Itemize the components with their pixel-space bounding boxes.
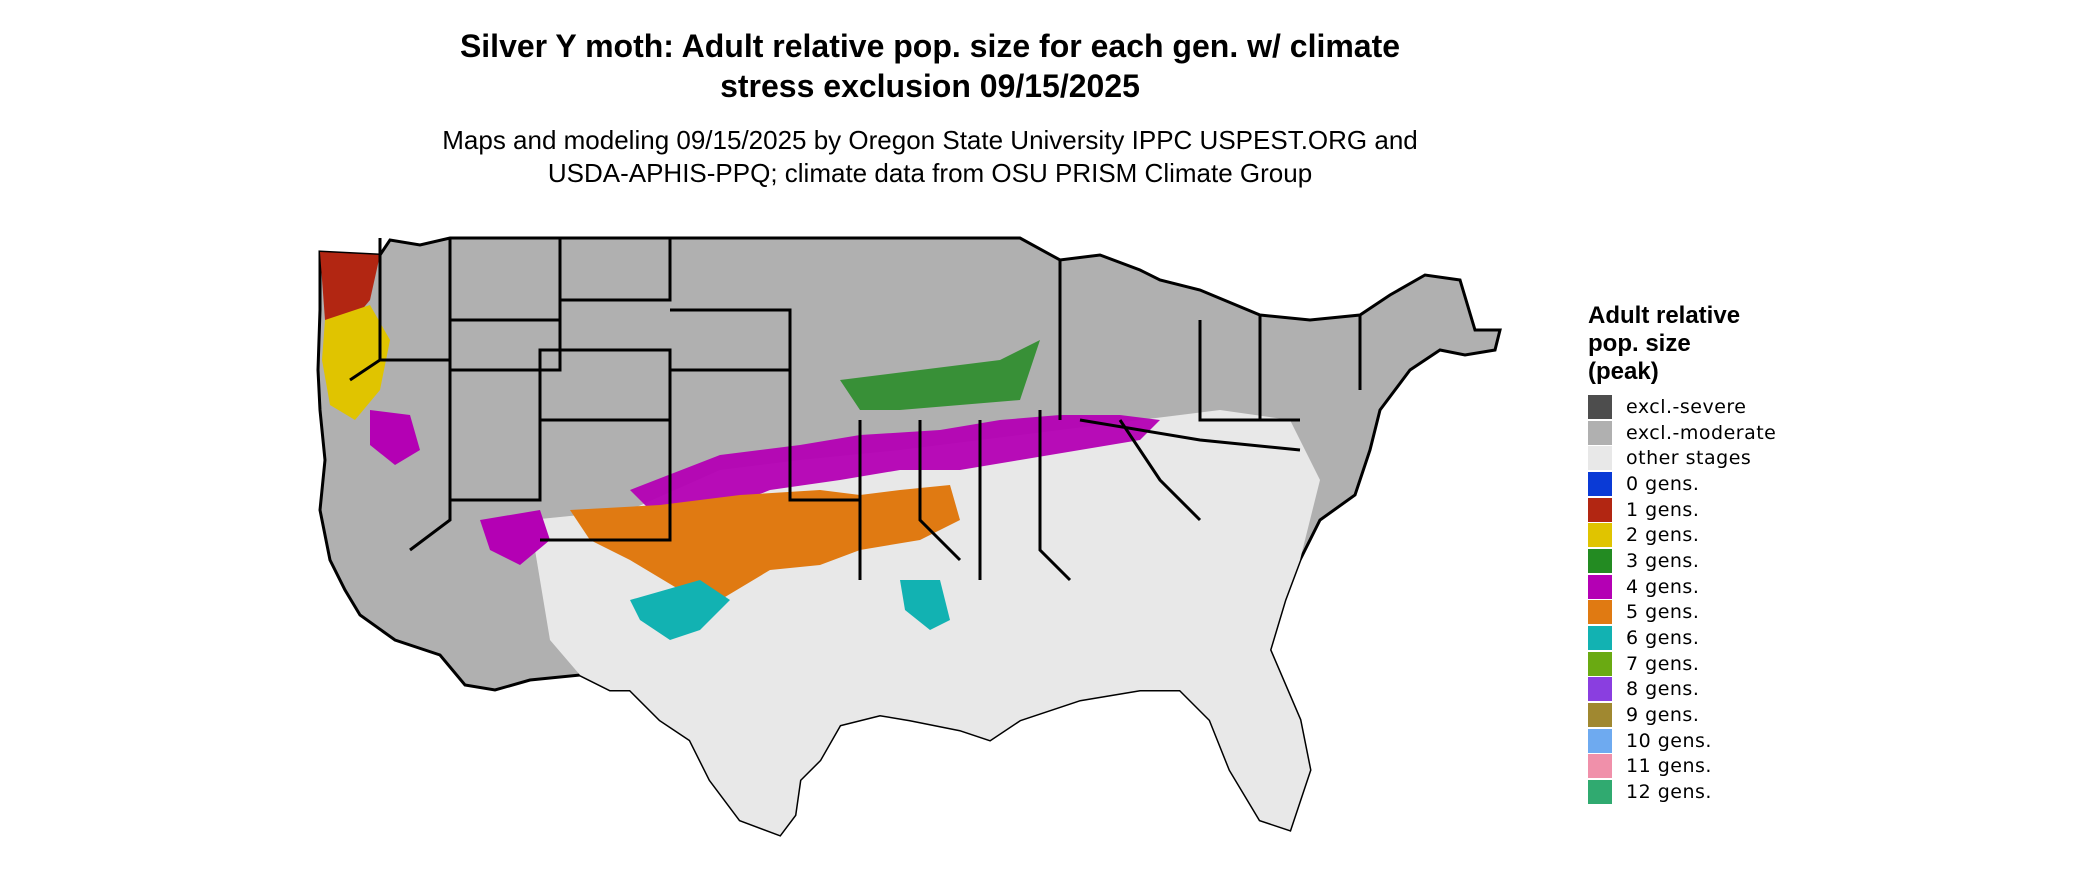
zone-1-gens-nw: [320, 252, 380, 330]
legend-title-line-2: pop. size: [1588, 330, 1691, 357]
us-map: [316, 236, 1502, 837]
legend-item: 0 gens.: [1588, 471, 1776, 497]
map-title-line-1: Silver Y moth: Adult relative pop. size …: [459, 28, 1401, 64]
legend-item: 10 gens.: [1588, 728, 1776, 754]
legend-label: 0 gens.: [1626, 472, 1700, 495]
zone-6-gens-florida: [900, 580, 950, 630]
legend: Adult relative pop. size (peak) excl.-se…: [1588, 302, 1776, 805]
legend-label: 1 gens.: [1626, 498, 1700, 521]
legend-swatch: [1588, 626, 1612, 651]
legend-swatch: [1588, 420, 1612, 445]
legend-swatch: [1588, 780, 1612, 805]
legend-label: 10 gens.: [1626, 729, 1712, 752]
legend-item: excl.-severe: [1588, 394, 1776, 420]
zone-5-gens: [570, 485, 960, 600]
legend-item: 3 gens.: [1588, 548, 1776, 574]
legend-item: 5 gens.: [1588, 600, 1776, 626]
legend-swatch: [1588, 703, 1612, 728]
zone-3-gens-east: [840, 340, 1040, 410]
map-subtitle-line-2: USDA-APHIS-PPQ; climate data from OSU PR…: [547, 158, 1313, 188]
legend-label: 5 gens.: [1626, 601, 1700, 624]
legend-item: 8 gens.: [1588, 677, 1776, 703]
map-subtitle: Maps and modeling 09/15/2025 by Oregon S…: [330, 124, 1530, 190]
zone-6-gens-texas: [630, 580, 730, 640]
legend-label: 4 gens.: [1626, 575, 1700, 598]
legend-item: 2 gens.: [1588, 522, 1776, 548]
legend-items: excl.-severe excl.-moderate other stages 0 …: [1588, 394, 1776, 805]
state-borders: [349, 238, 1362, 582]
legend-item: 11 gens.: [1588, 754, 1776, 780]
legend-label: 7 gens.: [1626, 652, 1700, 675]
legend-label: 6 gens.: [1626, 627, 1700, 650]
legend-item: 4 gens.: [1588, 574, 1776, 600]
legend-label: 9 gens.: [1626, 704, 1700, 727]
legend-label: 12 gens.: [1626, 781, 1712, 804]
legend-label: 8 gens.: [1626, 678, 1700, 701]
legend-label: 3 gens.: [1626, 549, 1700, 572]
legend-swatch: [1588, 523, 1612, 548]
legend-item: 1 gens.: [1588, 497, 1776, 523]
legend-swatch: [1588, 471, 1612, 496]
zone-4-gens-west: [370, 410, 420, 465]
legend-item: other stages: [1588, 445, 1776, 471]
legend-swatch: [1588, 497, 1612, 522]
legend-label: excl.-severe: [1626, 395, 1747, 418]
zone-2-gens-nw: [322, 305, 390, 420]
legend-swatch: [1588, 446, 1612, 471]
legend-swatch: [1588, 548, 1612, 573]
legend-item: 7 gens.: [1588, 651, 1776, 677]
legend-label: 11 gens.: [1626, 755, 1712, 778]
legend-swatch: [1588, 600, 1612, 625]
legend-swatch: [1588, 574, 1612, 599]
map-title: Silver Y moth: Adult relative pop. size …: [330, 26, 1530, 106]
map-subtitle-line-1: Maps and modeling 09/15/2025 by Oregon S…: [442, 125, 1418, 155]
legend-swatch: [1588, 394, 1612, 419]
legend-title: Adult relative pop. size (peak): [1588, 302, 1776, 386]
zone-4-gens-southwest: [480, 510, 550, 565]
map-title-line-2: stress exclusion 09/15/2025: [720, 68, 1140, 104]
legend-title-line-1: Adult relative: [1588, 302, 1741, 329]
legend-swatch: [1588, 754, 1612, 779]
legend-item: 6 gens.: [1588, 625, 1776, 651]
legend-swatch: [1588, 677, 1612, 702]
zone-4-gens: [630, 415, 1160, 520]
legend-item: excl.-moderate: [1588, 420, 1776, 446]
legend-swatch: [1588, 728, 1612, 753]
legend-title-line-3: (peak): [1588, 358, 1659, 385]
legend-swatch: [1588, 651, 1612, 676]
legend-label: 2 gens.: [1626, 524, 1700, 547]
legend-label: other stages: [1626, 447, 1752, 470]
legend-label: excl.-moderate: [1626, 421, 1777, 444]
legend-item: 12 gens.: [1588, 779, 1776, 805]
legend-item: 9 gens.: [1588, 702, 1776, 728]
